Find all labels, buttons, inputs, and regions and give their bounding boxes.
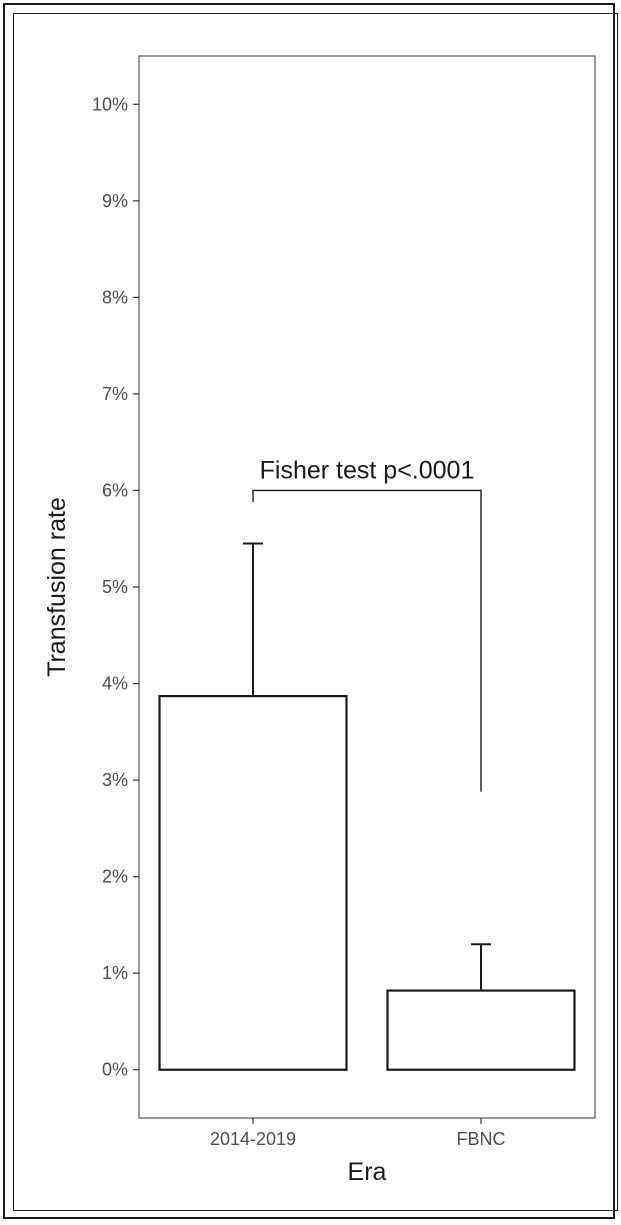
outer-frame bbox=[3, 3, 615, 1219]
significance-bracket bbox=[252, 489, 482, 792]
y-tick-label: 10% bbox=[92, 94, 128, 114]
y-tick-label: 1% bbox=[102, 963, 128, 983]
y-axis: 0% 1% 2% 3% 4% 5% 6% 7% 8% 9% 10% bbox=[92, 94, 139, 1080]
y-tick-label: 7% bbox=[102, 384, 128, 404]
y-tick-label: 2% bbox=[102, 867, 128, 887]
inner-frame bbox=[13, 13, 618, 1211]
y-tick-label: 5% bbox=[102, 577, 128, 597]
y-tick-label: 3% bbox=[102, 770, 128, 790]
error-bars-layer bbox=[243, 542, 491, 991]
y-tick-label: 6% bbox=[102, 480, 128, 500]
bar-2014-2019 bbox=[158, 694, 348, 1071]
x-tick-label: 2014-2019 bbox=[210, 1129, 296, 1149]
y-tick-label: 9% bbox=[102, 191, 128, 211]
x-axis: 2014-2019 FBNC bbox=[210, 1118, 506, 1149]
y-axis-title: Transfusion rate bbox=[43, 497, 71, 677]
y-tick-label: 8% bbox=[102, 287, 128, 307]
bars-layer bbox=[158, 694, 576, 1071]
y-tick-label: 0% bbox=[102, 1060, 128, 1080]
bar-fbnc bbox=[386, 989, 576, 1071]
x-tick-label: FBNC bbox=[457, 1129, 506, 1149]
y-tick-label: 4% bbox=[102, 674, 128, 694]
significance-label: Fisher test p<.0001 bbox=[260, 456, 475, 484]
x-axis-title: Era bbox=[348, 1158, 387, 1186]
significance-annotation: Fisher test p<.0001 bbox=[252, 456, 482, 792]
